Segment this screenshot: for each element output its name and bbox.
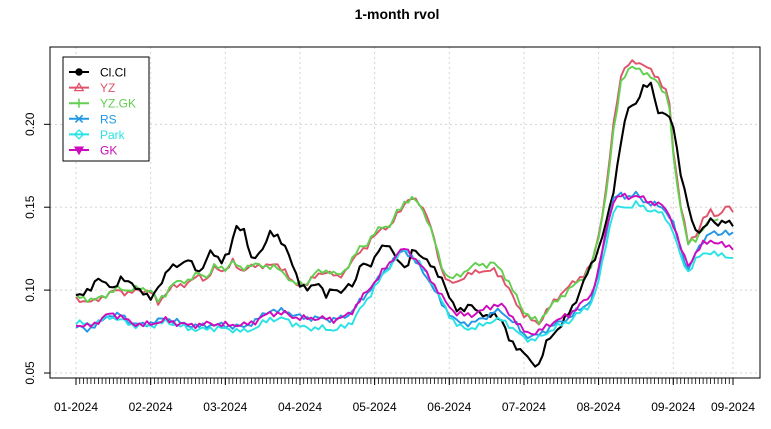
y-tick-label: 0.10 [23,278,37,302]
x-tick-label: 05-2024 [353,400,397,414]
x-tick-label: 01-2024 [54,400,98,414]
legend-label: YZ [100,81,115,95]
legend-marker [75,68,83,76]
x-tick-label: 09-2024 [711,400,755,414]
x-tick-label: 04-2024 [278,400,322,414]
series-line-yz-gk [75,65,719,325]
x-tick-label: 08-2024 [577,400,621,414]
x-axis: 01-2024 02-2024 03-2024 04-2024 05-2024 06-20… [54,377,755,414]
y-tick-label: 0.20 [23,112,37,136]
legend-label: YZ.GK [100,97,136,111]
legend-marker [74,114,84,123]
y-tick-label: 0.05 [23,361,37,385]
legend-marker [73,82,85,92]
series-line-yz [75,59,734,326]
x-tick-label: 03-2024 [203,400,247,414]
chart-title: 1-month rvol [355,6,440,22]
series-line-cl-cl [75,81,734,368]
legend-label: GK [100,144,117,158]
legend-label: Cl.Cl [100,66,126,80]
legend-marker [73,129,85,140]
x-tick-label: 02-2024 [129,400,173,414]
y-axis: 0.05 0.10 0.15 0.20 [23,112,51,385]
series-line-gk [75,192,734,336]
series-layer [75,59,734,368]
y-tick-label: 0.15 [23,195,37,219]
legend-marker [74,98,84,108]
legend-label: RS [100,112,117,126]
x-tick-label: 06-2024 [427,400,471,414]
legend-marker [73,146,85,156]
x-tick-label: 09-2024 [651,400,695,414]
legend-label: Park [100,128,126,142]
x-tick-label: 07-2024 [502,400,546,414]
